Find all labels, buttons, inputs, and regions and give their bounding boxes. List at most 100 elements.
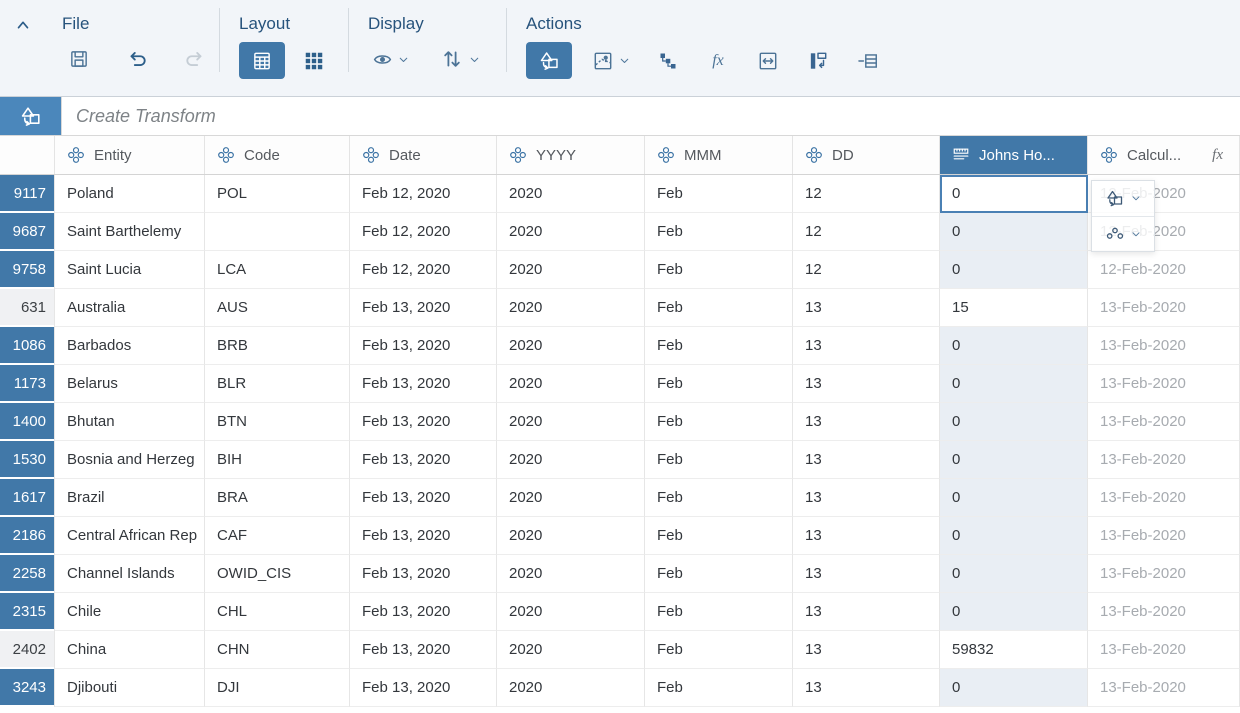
cell-code[interactable]	[205, 213, 350, 251]
cell-calc[interactable]: 13-Feb-2020	[1088, 631, 1240, 669]
row-number-cell[interactable]: 9117	[0, 175, 55, 213]
cell-date[interactable]: Feb 12, 2020	[350, 213, 497, 251]
cell-dd[interactable]: 13	[793, 593, 940, 631]
column-header-johns[interactable]: Johns Ho...	[940, 136, 1088, 174]
cell-mmm[interactable]: Feb	[645, 669, 793, 707]
cell-calc[interactable]: 13-Feb-2020	[1088, 441, 1240, 479]
cell-date[interactable]: Feb 13, 2020	[350, 365, 497, 403]
cell-calc[interactable]: 13-Feb-2020	[1088, 365, 1240, 403]
cell-entity[interactable]: Bhutan	[55, 403, 205, 441]
row-number-cell[interactable]: 9687	[0, 213, 55, 251]
cell-yyyy[interactable]: 2020	[497, 327, 645, 365]
cell-mmm[interactable]: Feb	[645, 327, 793, 365]
cell-code[interactable]: LCA	[205, 251, 350, 289]
cell-johns[interactable]: 0	[940, 213, 1088, 251]
cell-mmm[interactable]: Feb	[645, 479, 793, 517]
cell-dd[interactable]: 13	[793, 517, 940, 555]
cell-yyyy[interactable]: 2020	[497, 479, 645, 517]
cell-mmm[interactable]: Feb	[645, 175, 793, 213]
row-number-cell[interactable]: 2402	[0, 631, 55, 669]
cell-entity[interactable]: Poland	[55, 175, 205, 213]
cell-yyyy[interactable]: 2020	[497, 517, 645, 555]
sort-button[interactable]	[436, 42, 485, 76]
create-transform-chip[interactable]	[0, 97, 62, 135]
cell-mmm[interactable]: Feb	[645, 555, 793, 593]
row-number-cell[interactable]: 2186	[0, 517, 55, 555]
cell-johns[interactable]: 0	[940, 517, 1088, 555]
cell-yyyy[interactable]: 2020	[497, 289, 645, 327]
cell-johns[interactable]: 0	[940, 175, 1088, 213]
cell-entity[interactable]: Central African Rep	[55, 517, 205, 555]
cell-calc[interactable]: 13-Feb-2020	[1088, 479, 1240, 517]
cell-code[interactable]: BRB	[205, 327, 350, 365]
cell-entity[interactable]: Saint Lucia	[55, 251, 205, 289]
transform-banner-title[interactable]: Create Transform	[76, 105, 216, 126]
cell-mmm[interactable]: Feb	[645, 289, 793, 327]
column-header-code[interactable]: Code	[205, 136, 350, 174]
cell-entity[interactable]: Channel Islands	[55, 555, 205, 593]
cell-mmm[interactable]: Feb	[645, 631, 793, 669]
cell-mmm[interactable]: Feb	[645, 517, 793, 555]
cell-mmm[interactable]: Feb	[645, 403, 793, 441]
cell-johns[interactable]: 59832	[940, 631, 1088, 669]
undo-button[interactable]	[120, 42, 154, 76]
cell-code[interactable]: CHL	[205, 593, 350, 631]
cell-date[interactable]: Feb 13, 2020	[350, 441, 497, 479]
cell-yyyy[interactable]: 2020	[497, 365, 645, 403]
column-header-dd[interactable]: DD	[793, 136, 940, 174]
cell-calc[interactable]: 12-Feb-2020	[1088, 251, 1240, 289]
cell-code[interactable]: CAF	[205, 517, 350, 555]
cell-entity[interactable]: Saint Barthelemy	[55, 213, 205, 251]
cell-dd[interactable]: 13	[793, 327, 940, 365]
cell-date[interactable]: Feb 13, 2020	[350, 479, 497, 517]
cell-code[interactable]: CHN	[205, 631, 350, 669]
cell-calc[interactable]: 13-Feb-2020	[1088, 289, 1240, 327]
cell-johns[interactable]: 0	[940, 479, 1088, 517]
cell-code[interactable]: BLR	[205, 365, 350, 403]
cell-yyyy[interactable]: 2020	[497, 631, 645, 669]
cell-yyyy[interactable]: 2020	[497, 251, 645, 289]
cell-yyyy[interactable]: 2020	[497, 441, 645, 479]
cell-johns[interactable]: 0	[940, 365, 1088, 403]
cell-calc[interactable]: 13-Feb-2020	[1088, 669, 1240, 707]
formula-button[interactable]: fx	[701, 44, 735, 78]
cell-date[interactable]: Feb 12, 2020	[350, 251, 497, 289]
row-number-cell[interactable]: 1400	[0, 403, 55, 441]
cell-date[interactable]: Feb 13, 2020	[350, 289, 497, 327]
cell-dd[interactable]: 13	[793, 669, 940, 707]
column-header-yyyy[interactable]: YYYY	[497, 136, 645, 174]
cell-yyyy[interactable]: 2020	[497, 555, 645, 593]
split-column-button[interactable]	[801, 44, 835, 78]
cell-dd[interactable]: 13	[793, 289, 940, 327]
row-number-cell[interactable]: 9758	[0, 251, 55, 289]
cell-johns[interactable]: 0	[940, 251, 1088, 289]
cell-date[interactable]: Feb 13, 2020	[350, 555, 497, 593]
cell-dd[interactable]: 13	[793, 365, 940, 403]
geo-map-button[interactable]	[588, 44, 635, 78]
cell-yyyy[interactable]: 2020	[497, 213, 645, 251]
cell-entity[interactable]: Brazil	[55, 479, 205, 517]
cell-date[interactable]: Feb 13, 2020	[350, 403, 497, 441]
cell-mmm[interactable]: Feb	[645, 365, 793, 403]
column-header-entity[interactable]: Entity	[55, 136, 205, 174]
cell-calc[interactable]: 13-Feb-2020	[1088, 403, 1240, 441]
cell-dd[interactable]: 13	[793, 479, 940, 517]
cell-calc[interactable]: 13-Feb-2020	[1088, 517, 1240, 555]
row-number-cell[interactable]: 631	[0, 289, 55, 327]
cell-johns[interactable]: 0	[940, 403, 1088, 441]
delete-rows-button[interactable]	[851, 44, 885, 78]
cell-calc[interactable]: 13-Feb-2020	[1088, 593, 1240, 631]
cell-mmm[interactable]: Feb	[645, 441, 793, 479]
cell-calc[interactable]: 13-Feb-2020	[1088, 555, 1240, 593]
cell-dd[interactable]: 13	[793, 403, 940, 441]
cell-code[interactable]: AUS	[205, 289, 350, 327]
cell-johns[interactable]: 0	[940, 669, 1088, 707]
cell-code[interactable]: BTN	[205, 403, 350, 441]
cell-dd[interactable]: 13	[793, 631, 940, 669]
column-header-date[interactable]: Date	[350, 136, 497, 174]
cell-date[interactable]: Feb 13, 2020	[350, 517, 497, 555]
cell-code[interactable]: DJI	[205, 669, 350, 707]
cell-johns[interactable]: 0	[940, 327, 1088, 365]
cell-dd[interactable]: 13	[793, 441, 940, 479]
cell-entity[interactable]: Australia	[55, 289, 205, 327]
